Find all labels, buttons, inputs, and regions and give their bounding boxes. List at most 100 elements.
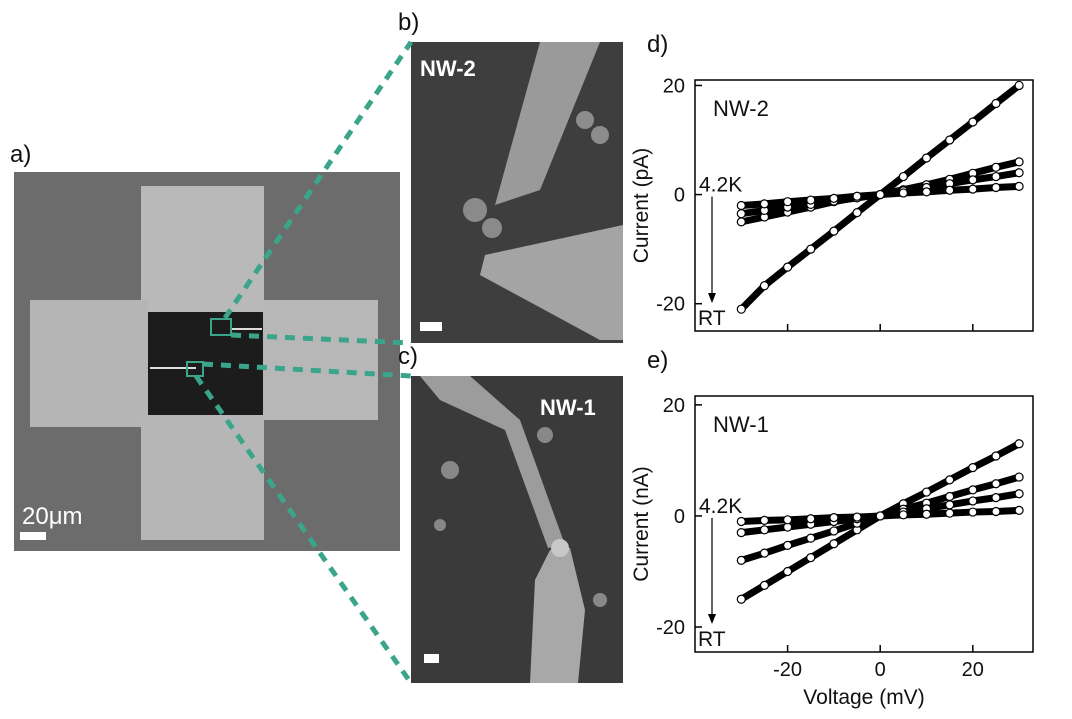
data-point <box>760 526 768 534</box>
y-tick-label: 20 <box>663 75 685 97</box>
y-tick-label: -20 <box>656 294 685 316</box>
panel-annotation: NW-1 <box>713 412 769 437</box>
panel-label: e) <box>647 347 668 374</box>
data-point <box>1015 182 1023 190</box>
x-tick-label: 0 <box>875 659 886 681</box>
data-point <box>969 497 977 505</box>
y-tick-label: 0 <box>674 506 685 528</box>
data-point <box>969 508 977 516</box>
data-point <box>760 516 768 524</box>
arrow-end-label: RT <box>698 307 726 330</box>
arrow-head <box>708 293 716 303</box>
data-point <box>946 136 954 144</box>
data-point <box>737 595 745 603</box>
data-point <box>876 191 884 199</box>
data-point <box>784 516 792 524</box>
data-point <box>946 509 954 517</box>
data-point <box>923 154 931 162</box>
arrow-end-label: RT <box>698 628 726 651</box>
data-point <box>923 188 931 196</box>
data-point <box>737 202 745 210</box>
y-axis-label: Current (pA) <box>630 148 653 264</box>
data-point <box>969 118 977 126</box>
y-tick-label: 20 <box>663 395 685 417</box>
data-point <box>807 534 815 542</box>
data-point <box>969 486 977 494</box>
data-point <box>1015 81 1023 89</box>
x-tick-label: 20 <box>962 659 984 681</box>
data-point <box>853 209 861 217</box>
data-point <box>992 508 1000 516</box>
y-axis-label: Current (nA) <box>630 466 653 582</box>
panel-label: c) <box>398 343 418 370</box>
data-point <box>946 501 954 509</box>
data-point <box>760 200 768 208</box>
data-point <box>1015 490 1023 498</box>
data-point <box>737 529 745 537</box>
arrow-head <box>708 614 716 624</box>
data-point <box>969 185 977 193</box>
data-point <box>899 511 907 519</box>
data-point <box>899 189 907 197</box>
data-point <box>1015 158 1023 166</box>
data-point <box>737 556 745 564</box>
data-point <box>923 510 931 518</box>
sem-nw2-image <box>411 42 623 343</box>
data-point <box>992 183 1000 191</box>
nw1-label: NW-1 <box>540 395 596 420</box>
data-point <box>807 245 815 253</box>
panel-label: d) <box>647 31 668 58</box>
panel-annotation: NW-2 <box>713 96 769 121</box>
data-point <box>923 488 931 496</box>
data-point <box>784 567 792 575</box>
data-point <box>1015 506 1023 514</box>
data-point <box>992 99 1000 107</box>
data-point <box>760 581 768 589</box>
data-point <box>760 549 768 557</box>
scale-bar-label: 20μm <box>22 503 83 530</box>
panel-label: a) <box>10 141 31 168</box>
y-tick-label: 0 <box>674 185 685 207</box>
data-point <box>784 541 792 549</box>
data-point <box>899 173 907 181</box>
panel-label: b) <box>398 9 419 36</box>
data-point <box>992 163 1000 171</box>
data-point <box>1015 473 1023 481</box>
data-point <box>992 452 1000 460</box>
data-point <box>737 218 745 226</box>
data-point <box>1015 169 1023 177</box>
data-point <box>737 518 745 526</box>
data-point <box>876 512 884 520</box>
arrow-start-label: 4.2K <box>699 495 742 518</box>
data-point <box>807 196 815 204</box>
x-tick-label: -20 <box>773 659 802 681</box>
data-point <box>807 554 815 562</box>
data-point <box>830 527 838 535</box>
data-point <box>830 540 838 548</box>
data-point <box>853 192 861 200</box>
data-point <box>830 227 838 235</box>
data-point <box>784 198 792 206</box>
data-point <box>830 194 838 202</box>
sem-nw1-image <box>411 376 623 683</box>
data-point <box>807 515 815 523</box>
sem-device-image <box>14 172 400 551</box>
data-point <box>853 513 861 521</box>
data-point <box>992 494 1000 502</box>
data-point <box>737 210 745 218</box>
figure: 20μm a) NW-2 b) NW-1 c) -20 0 20 d) NW-2 Curr… <box>0 0 1072 714</box>
data-point <box>1015 440 1023 448</box>
data-point <box>969 464 977 472</box>
data-point <box>992 480 1000 488</box>
y-tick-label: -20 <box>656 617 685 639</box>
data-point <box>760 282 768 290</box>
data-point <box>830 514 838 522</box>
nw2-label: NW-2 <box>420 56 476 81</box>
data-point <box>969 176 977 184</box>
data-point <box>946 476 954 484</box>
x-axis-label: Voltage (mV) <box>803 686 924 709</box>
arrow-start-label: 4.2K <box>699 174 742 197</box>
data-point <box>946 186 954 194</box>
data-point <box>992 173 1000 181</box>
data-point <box>737 305 745 313</box>
